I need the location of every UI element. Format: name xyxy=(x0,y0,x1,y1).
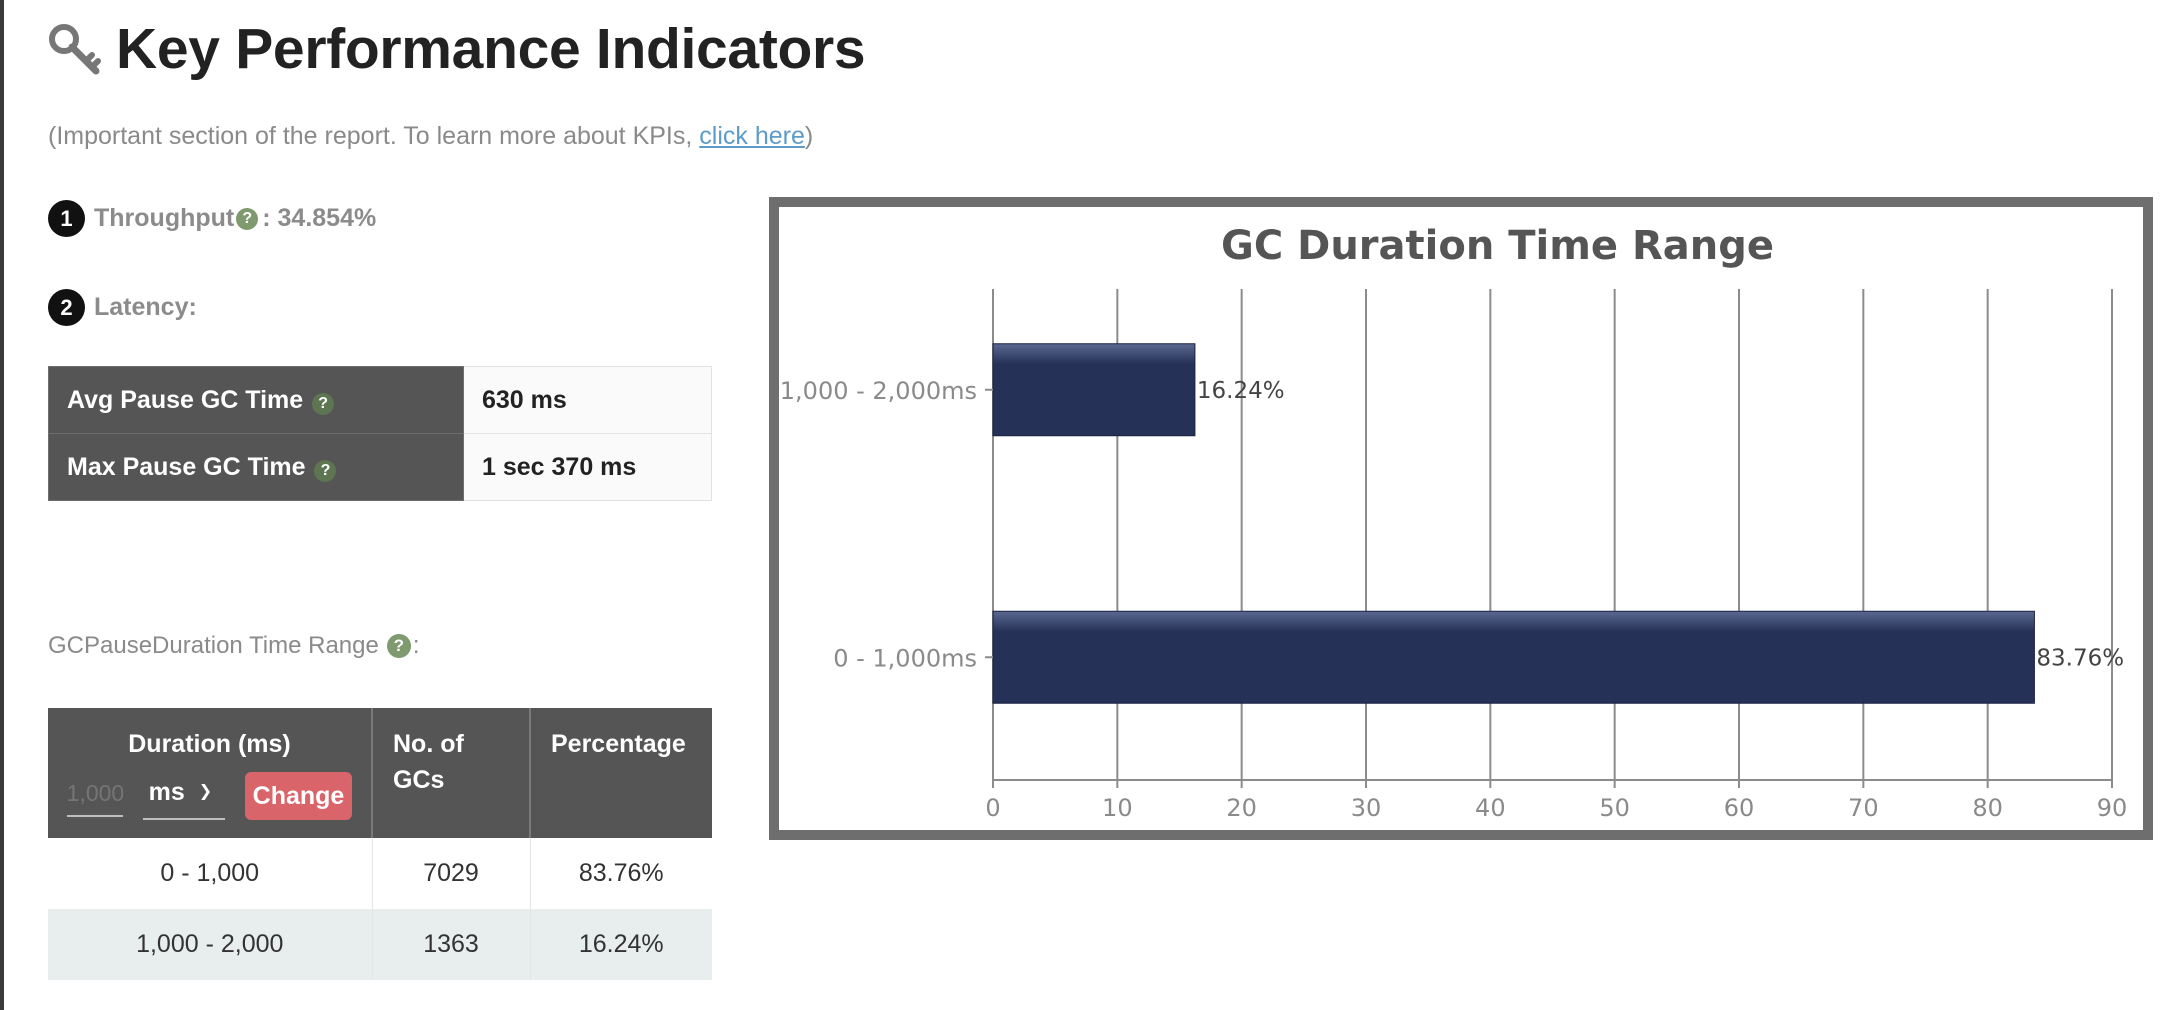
latency-number-badge: 2 xyxy=(48,289,85,326)
unit-select[interactable]: ms ❯ xyxy=(142,772,225,820)
x-tick-label: 40 xyxy=(1475,794,1506,822)
gc-duration-label: GCPauseDuration Time Range xyxy=(48,632,379,659)
table-row: 0 - 1,000 7029 83.76% xyxy=(48,838,712,909)
table-row: Avg Pause GC Time ? 630 ms xyxy=(48,366,712,434)
max-pause-label: Max Pause GC Time xyxy=(67,452,306,481)
avg-pause-label-cell: Avg Pause GC Time ? xyxy=(48,366,464,434)
chart-title: GC Duration Time Range xyxy=(1221,223,1774,269)
count-cell: 7029 xyxy=(372,838,531,909)
throughput-number-badge: 1 xyxy=(48,200,85,237)
subtitle-close: ) xyxy=(804,122,814,150)
category-label: 0 - 1,000ms xyxy=(833,644,977,672)
chevron-down-icon: ❯ xyxy=(198,783,213,800)
kpi-info-link[interactable]: click here xyxy=(699,122,805,150)
data-label: 83.76% xyxy=(2036,645,2124,671)
gc-duration-table: Duration (ms) ms ❯ Change No. of GCs Per… xyxy=(48,708,712,980)
latency-line: 2 Latency: xyxy=(48,289,197,326)
range-cell: 0 - 1,000 xyxy=(48,838,373,909)
duration-header: Duration (ms) ms ❯ Change xyxy=(48,708,373,838)
gc-count-header: No. of GCs xyxy=(372,708,531,838)
table-header-row: Duration (ms) ms ❯ Change No. of GCs Per… xyxy=(48,708,712,838)
max-pause-help-icon[interactable]: ? xyxy=(314,459,337,482)
x-tick-label: 60 xyxy=(1724,794,1755,822)
percentage-cell: 16.24% xyxy=(530,909,712,980)
max-pause-value: 1 sec 370 ms xyxy=(463,433,712,501)
window-edge xyxy=(0,0,4,1010)
table-row: Max Pause GC Time ? 1 sec 370 ms xyxy=(48,433,712,501)
latency-label: Latency: xyxy=(94,293,197,321)
chart-bar xyxy=(992,343,1196,437)
duration-header-label: Duration (ms) xyxy=(128,730,291,758)
x-tick-label: 0 xyxy=(985,794,1000,822)
x-tick-label: 70 xyxy=(1848,794,1879,822)
x-tick-label: 20 xyxy=(1226,794,1257,822)
count-cell: 1363 xyxy=(372,909,531,980)
x-tick-label: 80 xyxy=(1972,794,2003,822)
gc-duration-colon: : xyxy=(412,632,420,659)
page-subtitle: (Important section of the report. To lea… xyxy=(48,122,813,151)
throughput-value: : 34.854% xyxy=(262,204,377,232)
key-icon xyxy=(49,24,101,75)
subtitle-text: (Important section of the report. To lea… xyxy=(48,122,700,150)
gc-count-header-line1: No. of xyxy=(393,730,464,758)
change-button[interactable]: Change xyxy=(244,772,353,820)
avg-pause-help-icon[interactable]: ? xyxy=(312,392,335,415)
gc-duration-chart-svg: GC Duration Time Range 0 10 20 30 40 50 60 70 80 9… xyxy=(780,223,2128,822)
range-cell: 1,000 - 2,000 xyxy=(48,909,373,980)
avg-pause-value: 630 ms xyxy=(463,366,712,434)
title-row: Key Performance Indicators xyxy=(46,16,866,82)
x-tick-label: 50 xyxy=(1599,794,1630,822)
table-row: 1,000 - 2,000 1363 16.24% xyxy=(48,909,712,980)
gc-duration-help-icon[interactable]: ? xyxy=(386,634,411,658)
gc-duration-chart: GC Duration Time Range 0 10 20 30 40 50 60 70 80 9… xyxy=(769,197,2153,840)
chart-bar xyxy=(992,610,2035,704)
percentage-cell: 83.76% xyxy=(530,838,712,909)
range-size-input[interactable] xyxy=(66,775,123,817)
x-tick-label: 90 xyxy=(2097,794,2128,822)
x-tick-label: 10 xyxy=(1102,794,1133,822)
unit-select-value: ms xyxy=(148,778,185,806)
category-label: 1,000 - 2,000ms xyxy=(780,377,977,405)
max-pause-label-cell: Max Pause GC Time ? xyxy=(48,433,464,501)
page-title: Key Performance Indicators xyxy=(116,17,866,81)
gc-count-header-line2: GCs xyxy=(393,766,445,794)
throughput-line: 1 Throughput ? : 34.854% xyxy=(48,200,376,237)
latency-table: Avg Pause GC Time ? 630 ms Max Pause GC … xyxy=(48,366,712,501)
throughput-label: Throughput xyxy=(94,204,235,232)
percentage-header: Percentage xyxy=(530,708,712,838)
avg-pause-label: Avg Pause GC Time xyxy=(67,385,304,414)
data-label: 16.24% xyxy=(1197,378,1285,404)
x-tick-label: 30 xyxy=(1351,794,1382,822)
gc-duration-section-label: GCPauseDuration Time Range ? : xyxy=(48,632,420,660)
range-controls: ms ❯ Change xyxy=(48,772,371,820)
throughput-help-icon[interactable]: ? xyxy=(236,207,259,230)
